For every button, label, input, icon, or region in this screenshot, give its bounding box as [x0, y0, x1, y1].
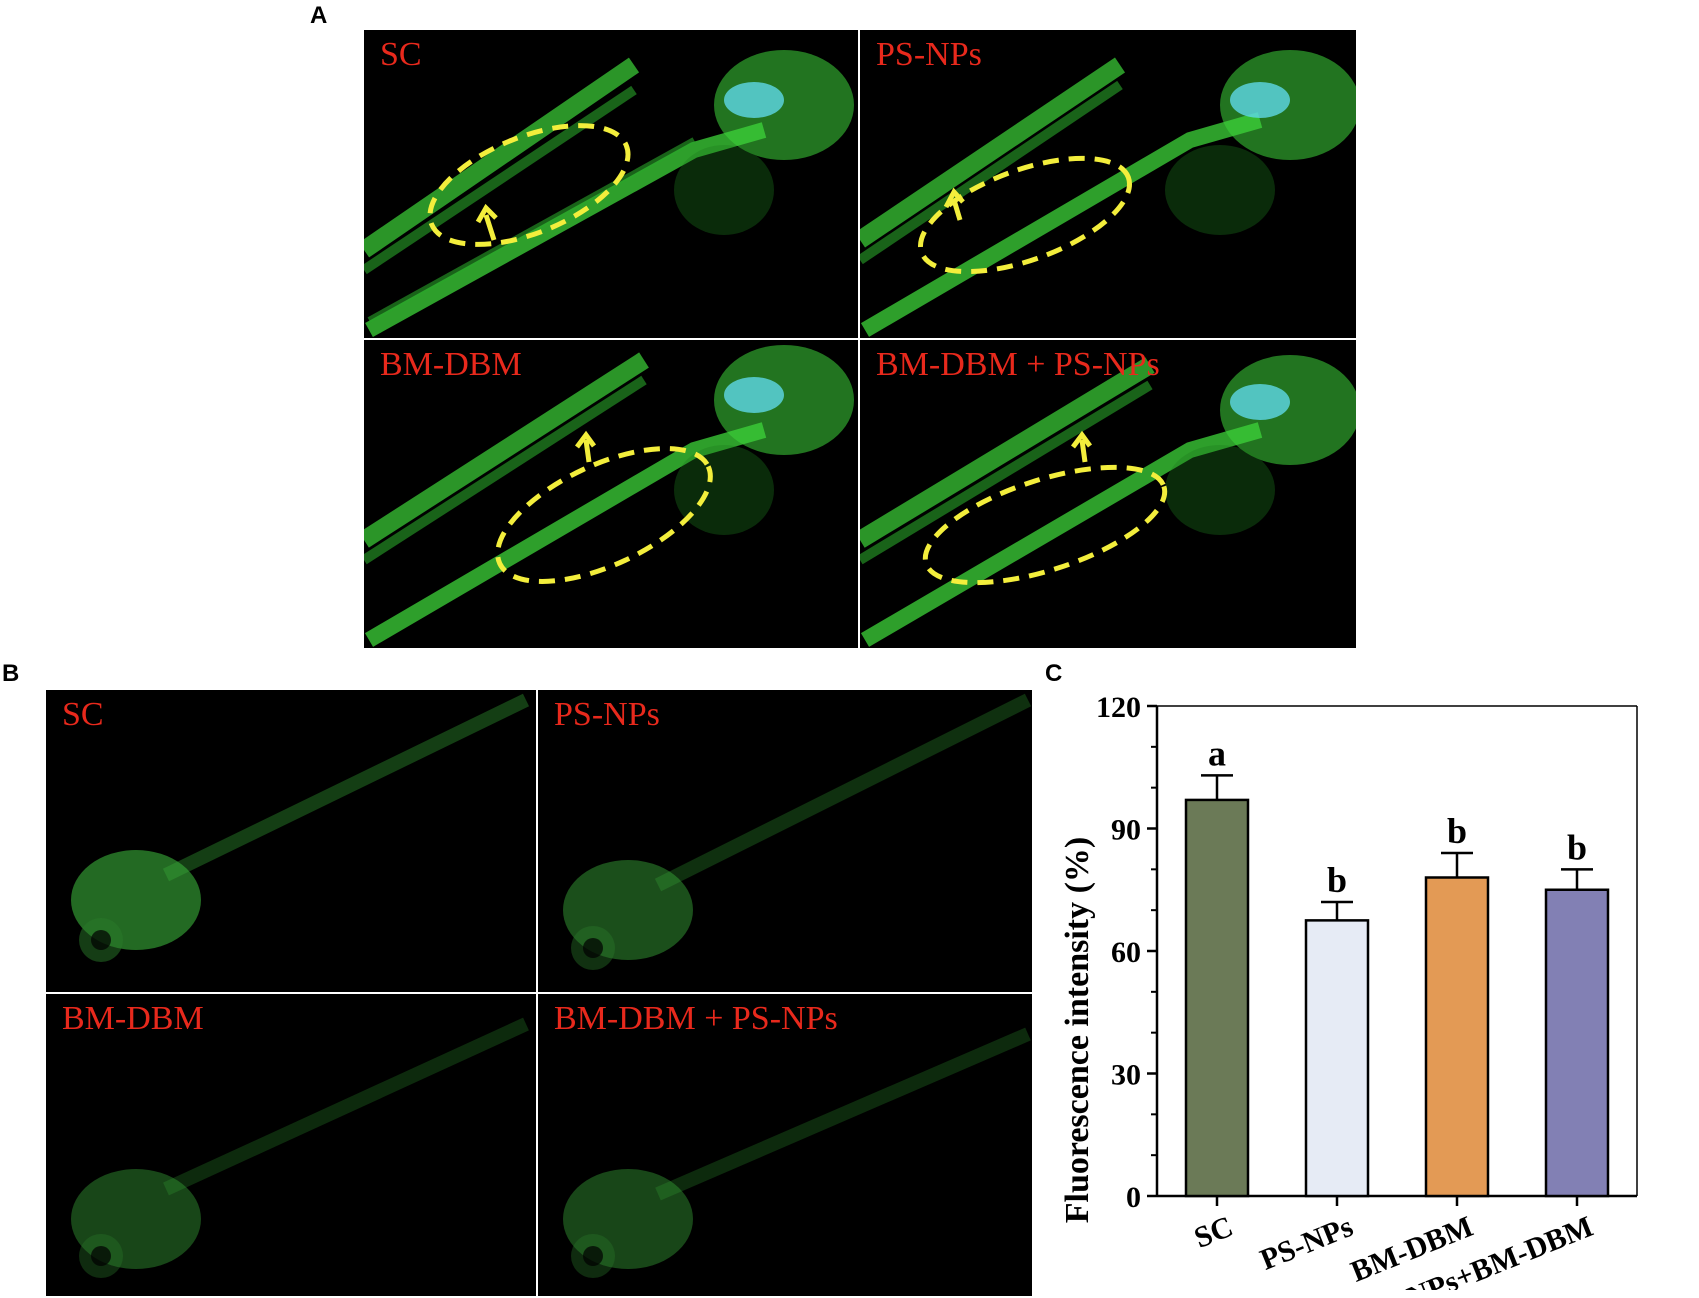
- fluorescence-bar-chart: 0306090120aSCbPS-NPsbBM-DBMbPS-NPs+BM-DB…: [1059, 691, 1638, 1290]
- panel-a-label-combo: BM-DBM + PS-NPs: [876, 346, 1160, 383]
- x-tick-label: SC: [1190, 1210, 1238, 1255]
- panel-b-label-bmdbm: BM-DBM: [62, 1000, 204, 1037]
- panel-a-label-sc: SC: [380, 36, 422, 73]
- fish-body-illustration: [71, 1017, 529, 1278]
- x-tick-label: PS-NPs: [1256, 1210, 1358, 1277]
- panel-a-image-sc: SC: [364, 30, 858, 338]
- y-tick-label: 120: [1096, 691, 1141, 724]
- bar: [1424, 876, 1490, 1198]
- panel-a-image-grid: SC PS-NPs BM-DBM: [364, 30, 1356, 648]
- fish-vessel-illustration: [364, 30, 854, 337]
- fish-vessel-illustration: [364, 345, 854, 647]
- panel-b-label-combo: BM-DBM + PS-NPs: [554, 1000, 838, 1037]
- bar: [1544, 888, 1610, 1198]
- chart-plot-area: 0306090120aSCbPS-NPsbBM-DBMbPS-NPs+BM-DB…: [1096, 691, 1638, 1290]
- panel-b-image-combo: BM-DBM + PS-NPs: [538, 994, 1032, 1296]
- panel-letter-c: C: [1045, 660, 1063, 687]
- bar: [1184, 798, 1250, 1198]
- panel-b-label-sc: SC: [62, 696, 104, 733]
- fish-vessel-illustration: [860, 50, 1356, 337]
- bar: [1304, 919, 1370, 1198]
- panel-letter-a: A: [310, 2, 328, 29]
- panel-b-label-psnps: PS-NPs: [554, 696, 660, 733]
- panel-b-image-grid: SC PS-NPs BM-DBM BM-DBM + PS-NPs: [46, 690, 1032, 1296]
- y-tick-label: 0: [1126, 1181, 1141, 1214]
- y-tick-label: 60: [1111, 936, 1141, 969]
- panel-a-label-bmdbm: BM-DBM: [380, 346, 522, 383]
- significance-label: b: [1327, 860, 1347, 900]
- panel-b-image-sc: SC: [46, 690, 536, 992]
- panel-a-image-psnps: PS-NPs: [860, 30, 1356, 338]
- panel-a-image-bmdbm: BM-DBM: [364, 340, 858, 648]
- fish-body-illustration: [563, 693, 1032, 970]
- panel-a-image-combo: BM-DBM + PS-NPs: [860, 340, 1356, 648]
- significance-label: a: [1208, 733, 1226, 773]
- fish-body-illustration: [71, 693, 530, 962]
- panel-b-image-psnps: PS-NPs: [538, 690, 1032, 992]
- significance-label: b: [1567, 827, 1587, 867]
- panel-a-label-psnps: PS-NPs: [876, 36, 982, 73]
- y-axis-label: Fluorescence intensity (%): [1059, 837, 1096, 1224]
- panel-letter-b: B: [2, 660, 20, 687]
- y-tick-label: 90: [1111, 814, 1141, 847]
- fish-vessel-illustration: [860, 355, 1356, 647]
- significance-label: b: [1447, 811, 1467, 851]
- fish-body-illustration: [563, 1027, 1031, 1278]
- y-tick-label: 30: [1111, 1059, 1141, 1092]
- panel-b-image-bmdbm: BM-DBM: [46, 994, 536, 1296]
